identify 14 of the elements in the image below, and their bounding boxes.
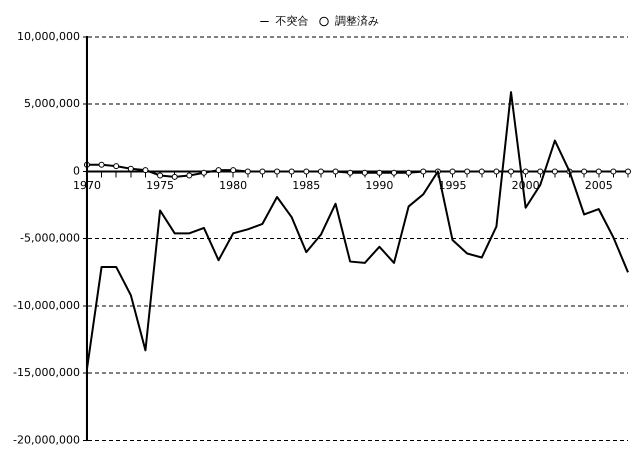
y-tick-label: -15,000,000 (13, 366, 80, 380)
x-tick-label: 2005 (584, 178, 613, 192)
y-tick-label: -5,000,000 (20, 232, 80, 245)
y-tick-label: 0 (72, 164, 80, 178)
legend-label: 調整済み (335, 14, 379, 28)
y-tick-label: -20,000,000 (13, 433, 80, 446)
x-tick-label: 1990 (365, 178, 394, 192)
legend-label: 不突合 (276, 14, 308, 28)
x-tick-label: 1980 (219, 178, 248, 192)
x-tick-label: 1985 (292, 178, 320, 192)
y-tick-label: 5,000,000 (24, 97, 80, 110)
y-tick-label: -10,000,000 (13, 298, 80, 312)
y-tick-label: 10,000,000 (16, 30, 80, 43)
x-tick-label: 1975 (146, 178, 174, 192)
